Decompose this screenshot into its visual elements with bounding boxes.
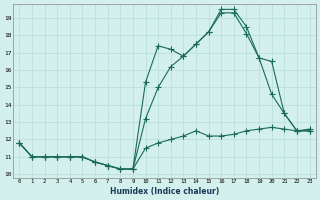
X-axis label: Humidex (Indice chaleur): Humidex (Indice chaleur) — [110, 187, 219, 196]
